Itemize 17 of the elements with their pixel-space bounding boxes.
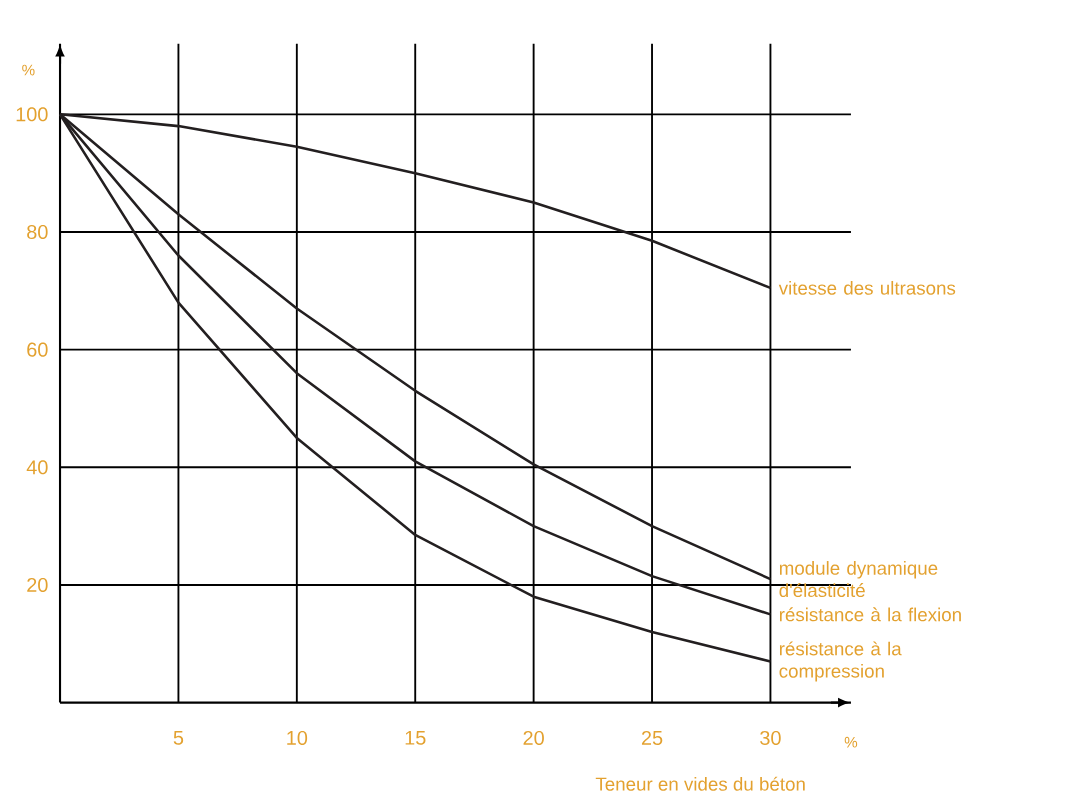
x-axis-title: Teneur en vides du béton — [595, 776, 805, 791]
x-tick-label: 30 — [760, 730, 781, 745]
series-label: vitesse des ultrasons — [778, 280, 956, 295]
series-label: résistance à la flexion — [779, 607, 961, 622]
y-axis-title: % — [22, 64, 35, 76]
y-tick-label: 40 — [26, 460, 48, 475]
x-tick-label: 25 — [641, 730, 663, 745]
y-tick-label: 100 — [16, 107, 48, 122]
series-label: résistance à la compression — [779, 641, 902, 682]
text: % — [844, 736, 858, 748]
x-tick-label: 10 — [287, 730, 308, 745]
y-tick-label: 60 — [27, 342, 48, 357]
y-tick-label: 80 — [27, 224, 48, 240]
y-tick-label: 20 — [27, 577, 48, 593]
x-tick-label: 15 — [405, 730, 426, 745]
x-tick-label: 5 — [173, 730, 184, 745]
x-tick-label: 20 — [523, 730, 544, 745]
